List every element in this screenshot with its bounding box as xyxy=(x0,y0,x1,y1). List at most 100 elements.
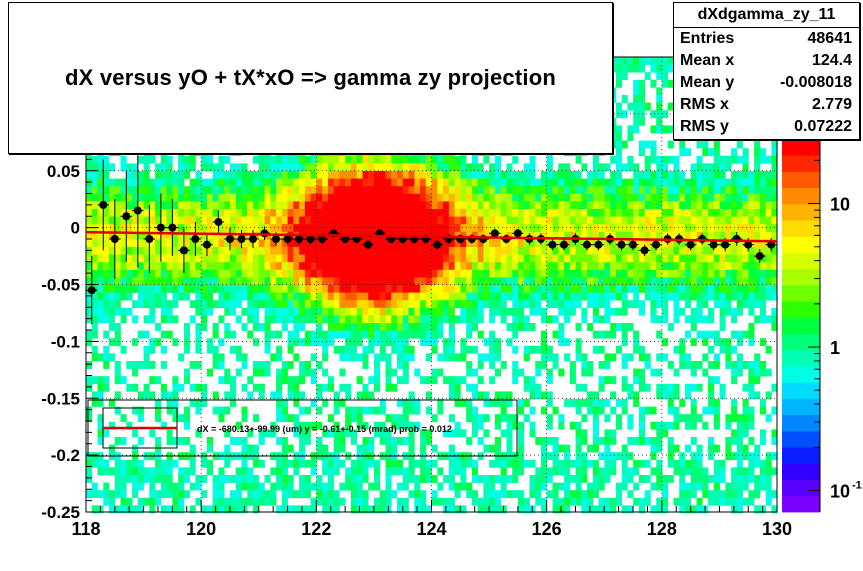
heatmap-cell xyxy=(270,490,277,499)
heatmap-cell xyxy=(615,216,622,225)
heatmap-cell xyxy=(333,315,340,324)
heatmap-cell xyxy=(374,239,381,248)
heatmap-cell xyxy=(166,399,173,407)
heatmap-cell xyxy=(690,406,697,415)
heatmap-cell xyxy=(293,209,300,217)
heatmap-cell xyxy=(650,292,657,301)
heatmap-cell xyxy=(414,171,421,179)
heatmap-cell xyxy=(425,338,432,347)
heatmap-cell xyxy=(264,490,271,499)
heatmap-cell xyxy=(448,391,455,400)
heatmap-cell xyxy=(667,125,674,134)
heatmap-cell xyxy=(575,193,582,202)
heatmap-cell xyxy=(212,497,219,506)
heatmap-cell xyxy=(581,429,588,438)
heatmap-cell xyxy=(437,307,444,316)
heatmap-cell xyxy=(748,201,755,210)
heatmap-cell xyxy=(748,323,755,331)
heatmap-cell xyxy=(477,277,484,286)
heatmap-cell xyxy=(270,277,277,286)
heatmap-cell xyxy=(500,186,507,195)
heatmap-cell xyxy=(310,300,317,309)
heatmap-cell xyxy=(201,269,208,278)
heatmap-cell xyxy=(587,193,594,202)
heatmap-cell xyxy=(224,231,231,240)
heatmap-cell xyxy=(592,345,599,354)
heatmap-cell xyxy=(195,269,202,278)
heatmap-cell xyxy=(408,247,415,255)
heatmap-cell xyxy=(103,247,110,255)
heatmap-cell xyxy=(667,64,674,73)
heatmap-cell xyxy=(310,307,317,316)
heatmap-cell xyxy=(627,231,634,240)
heatmap-cell xyxy=(310,292,317,301)
heatmap-cell xyxy=(454,300,461,309)
heatmap-cell xyxy=(350,285,358,293)
heatmap-cell xyxy=(736,277,743,286)
heatmap-cell xyxy=(172,338,179,347)
heatmap-cell xyxy=(564,231,571,240)
heatmap-cell xyxy=(397,201,404,210)
heatmap-cell xyxy=(310,186,317,195)
heatmap-cell xyxy=(541,171,548,179)
heatmap-cell xyxy=(736,193,743,202)
heatmap-cell xyxy=(466,459,473,468)
heatmap-cell xyxy=(293,193,300,202)
heatmap-cell xyxy=(287,459,294,468)
heatmap-cell xyxy=(408,490,415,499)
heatmap-cell xyxy=(86,338,93,347)
heatmap-cell xyxy=(368,171,375,179)
heatmap-cell xyxy=(621,95,628,103)
heatmap-cell xyxy=(662,292,669,301)
heatmap-cell xyxy=(402,406,409,415)
heatmap-cell xyxy=(241,292,248,301)
heatmap-cell xyxy=(91,224,98,233)
heatmap-cell xyxy=(685,490,692,499)
heatmap-cell xyxy=(546,490,553,499)
heatmap-cell xyxy=(270,247,277,255)
heatmap-cell xyxy=(379,437,386,445)
heatmap-cell xyxy=(212,231,219,240)
heatmap-cell xyxy=(276,209,283,217)
heatmap-cell xyxy=(466,178,473,187)
heatmap-cell xyxy=(126,475,133,483)
heatmap-cell xyxy=(132,178,139,187)
heatmap-cell xyxy=(604,239,611,248)
heatmap-cell xyxy=(310,285,317,293)
heatmap-cell xyxy=(425,353,432,362)
heatmap-cell xyxy=(195,406,202,415)
heatmap-cell xyxy=(299,323,306,331)
heatmap-cell xyxy=(368,269,375,278)
heatmap-cell xyxy=(195,209,202,217)
heatmap-cell xyxy=(109,399,116,407)
heatmap-cell xyxy=(345,201,352,210)
heatmap-cell xyxy=(535,254,542,263)
heatmap-cell xyxy=(587,391,594,400)
heatmap-cell xyxy=(460,505,467,514)
heatmap-cell xyxy=(397,216,404,225)
heatmap-cell xyxy=(333,209,340,217)
heatmap-cell xyxy=(132,186,139,195)
heatmap-cell xyxy=(690,437,697,445)
heatmap-cell xyxy=(592,300,599,309)
heatmap-cell xyxy=(598,345,605,354)
heatmap-cell xyxy=(155,171,162,179)
heatmap-cell xyxy=(327,490,334,499)
heatmap-cell xyxy=(264,193,271,202)
heatmap-cell xyxy=(293,315,300,324)
heatmap-cell xyxy=(725,201,732,210)
heatmap-cell xyxy=(166,269,173,278)
heatmap-cell xyxy=(345,277,352,286)
heatmap-cell xyxy=(287,376,294,385)
heatmap-cell xyxy=(708,315,715,324)
heatmap-cell xyxy=(345,353,352,362)
heatmap-cell xyxy=(425,209,432,217)
heatmap-cell xyxy=(206,285,214,293)
heatmap-cell xyxy=(506,254,513,263)
heatmap-cell xyxy=(466,186,473,195)
heatmap-cell xyxy=(529,209,536,217)
heatmap-cell xyxy=(241,459,248,468)
heatmap-cell xyxy=(143,178,150,187)
heatmap-cell xyxy=(500,178,507,187)
heatmap-cell xyxy=(350,262,358,271)
